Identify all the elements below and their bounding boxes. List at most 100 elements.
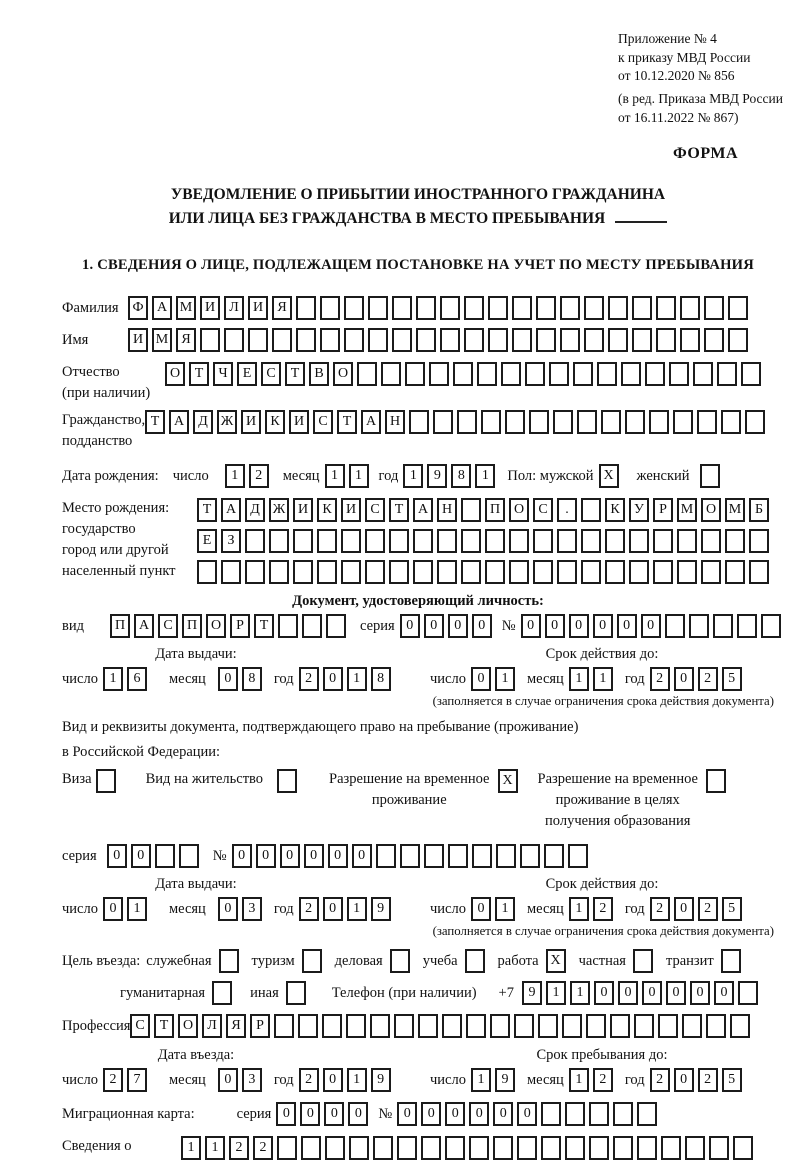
- char-cell[interactable]: 0: [300, 1102, 321, 1127]
- char-cell[interactable]: 0: [673, 1068, 694, 1093]
- char-cell[interactable]: 1: [470, 1068, 491, 1093]
- char-cell[interactable]: О: [333, 362, 353, 387]
- char-cell[interactable]: [543, 844, 564, 869]
- char-cell[interactable]: Р: [653, 498, 673, 523]
- char-cell[interactable]: 2: [649, 667, 670, 692]
- char-cell[interactable]: [381, 362, 401, 387]
- char-cell[interactable]: [621, 362, 641, 387]
- char-cell[interactable]: [514, 1014, 534, 1039]
- char-cell[interactable]: [634, 1014, 654, 1039]
- char-cell[interactable]: [538, 1014, 558, 1039]
- char-cell[interactable]: [416, 328, 436, 353]
- char-cell[interactable]: [212, 981, 233, 1006]
- temp-permit-checkbox[interactable]: X: [497, 769, 522, 794]
- char-cell[interactable]: 0: [568, 614, 589, 639]
- char-cell[interactable]: 1: [102, 667, 123, 692]
- char-cell[interactable]: [709, 1136, 729, 1161]
- char-cell[interactable]: [741, 362, 761, 387]
- char-cell[interactable]: [469, 1136, 489, 1161]
- char-cell[interactable]: 3: [241, 897, 262, 922]
- char-cell[interactable]: [736, 614, 757, 639]
- char-cell[interactable]: [629, 529, 649, 554]
- char-cell[interactable]: [394, 1014, 414, 1039]
- char-cell[interactable]: [728, 328, 748, 353]
- char-cell[interactable]: [365, 560, 385, 585]
- char-cell[interactable]: .: [557, 498, 577, 523]
- char-cell[interactable]: [326, 614, 346, 639]
- char-cell[interactable]: 5: [721, 667, 742, 692]
- char-cell[interactable]: 1: [346, 1068, 367, 1093]
- char-cell[interactable]: 2: [592, 1068, 613, 1093]
- char-cell[interactable]: 0: [276, 1102, 297, 1127]
- char-cell[interactable]: Р: [230, 614, 250, 639]
- char-cell[interactable]: 2: [253, 1136, 273, 1161]
- char-cell[interactable]: [293, 560, 313, 585]
- char-cell[interactable]: 1: [475, 464, 496, 489]
- char-cell[interactable]: [749, 560, 769, 585]
- char-cell[interactable]: [200, 328, 220, 353]
- char-cell[interactable]: 0: [322, 897, 343, 922]
- char-cell[interactable]: [154, 844, 175, 869]
- char-cell[interactable]: [693, 362, 713, 387]
- char-cell[interactable]: [389, 560, 409, 585]
- char-cell[interactable]: Т: [145, 410, 165, 435]
- char-cell[interactable]: 1: [324, 464, 345, 489]
- char-cell[interactable]: [437, 529, 457, 554]
- char-cell[interactable]: [399, 844, 420, 869]
- char-cell[interactable]: И: [200, 296, 220, 321]
- char-cell[interactable]: У: [629, 498, 649, 523]
- char-cell[interactable]: [685, 1136, 705, 1161]
- char-cell[interactable]: [322, 1014, 342, 1039]
- char-cell[interactable]: [682, 1014, 702, 1039]
- char-cell[interactable]: [368, 296, 388, 321]
- char-cell[interactable]: [525, 362, 545, 387]
- char-cell[interactable]: Я: [272, 296, 292, 321]
- char-cell[interactable]: [421, 1136, 441, 1161]
- char-cell[interactable]: 0: [673, 897, 694, 922]
- char-cell[interactable]: 2: [248, 464, 269, 489]
- purpose-business-checkbox[interactable]: [389, 949, 414, 974]
- char-cell[interactable]: [429, 362, 449, 387]
- char-cell[interactable]: [632, 328, 652, 353]
- char-cell[interactable]: 9: [370, 1068, 391, 1093]
- char-cell[interactable]: [673, 410, 693, 435]
- char-cell[interactable]: Р: [250, 1014, 270, 1039]
- char-cell[interactable]: 1: [569, 981, 590, 1006]
- char-cell[interactable]: [178, 844, 199, 869]
- char-cell[interactable]: 1: [224, 464, 245, 489]
- char-cell[interactable]: [649, 410, 669, 435]
- char-cell[interactable]: [301, 949, 322, 974]
- char-cell[interactable]: [221, 560, 241, 585]
- char-cell[interactable]: 0: [469, 1102, 490, 1127]
- char-cell[interactable]: 0: [217, 1068, 238, 1093]
- char-cell[interactable]: М: [152, 328, 172, 353]
- purpose-tourism-checkbox[interactable]: [301, 949, 326, 974]
- char-cell[interactable]: [442, 1014, 462, 1039]
- char-cell[interactable]: [562, 1014, 582, 1039]
- char-cell[interactable]: 0: [303, 844, 324, 869]
- char-cell[interactable]: [245, 529, 265, 554]
- char-cell[interactable]: [389, 949, 410, 974]
- char-cell[interactable]: [586, 1014, 606, 1039]
- char-cell[interactable]: [485, 560, 505, 585]
- char-cell[interactable]: [637, 1102, 658, 1127]
- char-cell[interactable]: 0: [397, 1102, 418, 1127]
- char-cell[interactable]: [464, 949, 485, 974]
- char-cell[interactable]: 0: [231, 844, 252, 869]
- char-cell[interactable]: 0: [351, 844, 372, 869]
- char-cell[interactable]: [501, 362, 521, 387]
- char-cell[interactable]: 0: [689, 981, 710, 1006]
- char-cell[interactable]: М: [725, 498, 745, 523]
- char-cell[interactable]: К: [265, 410, 285, 435]
- char-cell[interactable]: И: [248, 296, 268, 321]
- char-cell[interactable]: 0: [641, 981, 662, 1006]
- char-cell[interactable]: [645, 362, 665, 387]
- char-cell[interactable]: 0: [322, 1068, 343, 1093]
- purpose-humanitarian-checkbox[interactable]: [212, 981, 236, 1006]
- char-cell[interactable]: [661, 1136, 681, 1161]
